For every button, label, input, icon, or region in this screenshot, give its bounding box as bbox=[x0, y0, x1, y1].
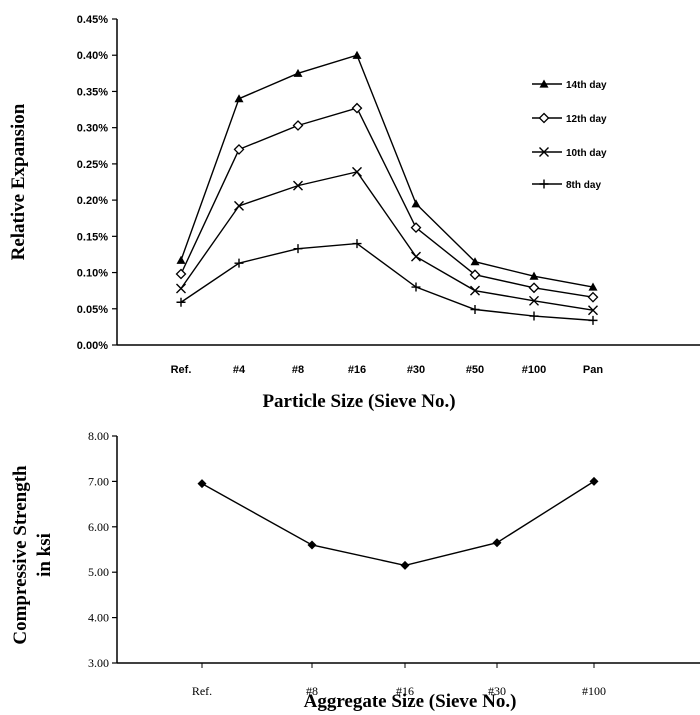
y-tick-label: 0.35% bbox=[77, 86, 108, 98]
data-point bbox=[470, 285, 480, 296]
data-point bbox=[411, 199, 421, 208]
series-line bbox=[180, 242, 594, 322]
series-line bbox=[201, 480, 595, 567]
data-point bbox=[588, 282, 598, 291]
x-tick-label: #8 bbox=[292, 364, 304, 376]
y-tick-label: 4.00 bbox=[88, 611, 109, 625]
y-tick-label: 8.00 bbox=[88, 429, 109, 443]
y-tick-label: 0.40% bbox=[77, 50, 108, 62]
data-point bbox=[529, 311, 539, 321]
data-point bbox=[470, 257, 480, 266]
data-point bbox=[528, 282, 540, 294]
y-tick-label: 0.10% bbox=[77, 268, 108, 280]
y-axis-title-line-1: Compressive Strength bbox=[10, 465, 31, 645]
x-tick-label: #30 bbox=[407, 364, 425, 376]
x-axis-title: Aggregate Size (Sieve No.) bbox=[304, 691, 517, 712]
y-tick-label: 0.25% bbox=[77, 159, 108, 171]
data-point bbox=[470, 305, 480, 315]
data-point bbox=[176, 297, 186, 307]
y-tick-label: 3.00 bbox=[88, 656, 109, 670]
x-tick-label: Ref. bbox=[171, 364, 192, 376]
legend-label: 12th day bbox=[566, 114, 607, 125]
data-point bbox=[234, 94, 244, 103]
data-point bbox=[293, 244, 303, 254]
series-line bbox=[180, 107, 594, 298]
y-axis-title: Relative Expansion bbox=[8, 103, 29, 260]
legend-marker bbox=[539, 147, 549, 157]
legend-marker bbox=[539, 179, 549, 189]
x-tick-label: Pan bbox=[583, 364, 603, 376]
data-point bbox=[411, 251, 421, 262]
data-point bbox=[352, 50, 362, 59]
y-tick-label: 0.30% bbox=[77, 123, 108, 135]
y-tick-label: 0.45% bbox=[77, 14, 108, 26]
data-point bbox=[588, 315, 598, 325]
data-point bbox=[411, 282, 421, 292]
data-point bbox=[234, 258, 244, 268]
data-point bbox=[175, 268, 187, 280]
y-tick-label: 0.20% bbox=[77, 195, 108, 207]
x-tick-label: #100 bbox=[582, 684, 606, 698]
legend-marker bbox=[538, 112, 550, 124]
x-tick-label: #16 bbox=[396, 684, 414, 698]
data-point bbox=[352, 239, 362, 249]
series-line bbox=[180, 54, 594, 288]
data-point bbox=[234, 200, 244, 211]
y-tick-label: 5.00 bbox=[88, 565, 109, 579]
data-point bbox=[469, 269, 481, 281]
data-point bbox=[587, 291, 599, 303]
x-tick-label: #4 bbox=[233, 364, 246, 376]
data-point bbox=[307, 540, 317, 550]
x-tick-label: #30 bbox=[488, 684, 506, 698]
y-tick-label: 0.05% bbox=[77, 304, 108, 316]
data-point bbox=[197, 479, 207, 489]
x-tick-label: Ref. bbox=[192, 684, 212, 698]
data-point bbox=[293, 180, 303, 191]
data-point bbox=[529, 295, 539, 306]
x-tick-label: #50 bbox=[466, 364, 484, 376]
data-point bbox=[410, 222, 422, 234]
series-line bbox=[180, 171, 594, 311]
legend-label: 8th day bbox=[566, 180, 601, 191]
legend-label: 10th day bbox=[566, 148, 607, 159]
data-point bbox=[176, 255, 186, 264]
data-point bbox=[400, 560, 410, 570]
data-point bbox=[293, 68, 303, 77]
data-point bbox=[589, 476, 599, 486]
legend-label: 14th day bbox=[566, 80, 607, 91]
data-point bbox=[352, 166, 362, 177]
data-point bbox=[351, 102, 363, 114]
y-tick-label: 0.00% bbox=[77, 340, 108, 352]
relative-expansion-chart: 0.00% 0.05% 0.10% 0.15% 0.20% 0.25% 0.30% 0.35%… bbox=[8, 14, 700, 412]
data-point bbox=[588, 305, 598, 316]
data-point bbox=[492, 538, 502, 548]
x-axis-title: Particle Size (Sieve No.) bbox=[262, 391, 455, 412]
data-point bbox=[529, 271, 539, 280]
data-point bbox=[176, 283, 186, 294]
legend-marker bbox=[539, 79, 549, 88]
compressive-strength-chart: 3.00 4.00 5.00 6.00 7.00 8.00 Ref. #8 #16 #30 #100… bbox=[10, 429, 700, 712]
y-tick-label: 0.15% bbox=[77, 231, 108, 243]
x-tick-label: #16 bbox=[348, 364, 366, 376]
y-axis-title-line-2: in ksi bbox=[34, 533, 55, 577]
y-tick-label: 6.00 bbox=[88, 520, 109, 534]
x-tick-label: #8 bbox=[306, 684, 318, 698]
data-point bbox=[292, 120, 304, 131]
y-tick-label: 7.00 bbox=[88, 474, 109, 488]
data-point bbox=[233, 143, 245, 155]
x-tick-label: #100 bbox=[522, 364, 546, 376]
